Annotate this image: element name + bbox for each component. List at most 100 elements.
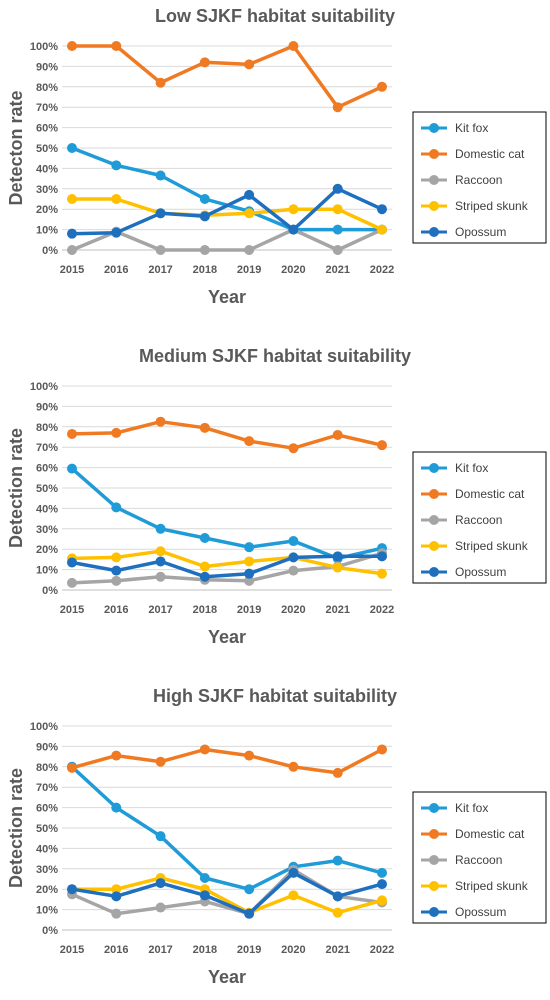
legend-label: Kit fox — [455, 461, 488, 475]
data-point — [67, 557, 77, 568]
data-point — [244, 575, 255, 586]
chart-svg-high: High SJKF habitat suitability 0% 10% 20% 30%… — [6, 686, 547, 987]
legend-swatch-marker — [429, 175, 439, 185]
data-point — [332, 204, 343, 215]
x-tick-label: 2015 — [60, 604, 84, 616]
data-point — [111, 908, 122, 919]
data-point — [332, 102, 343, 113]
data-point — [155, 556, 166, 567]
legend-item: Opossum — [421, 225, 506, 239]
y-tick-label: 70% — [36, 102, 58, 114]
data-point — [155, 416, 166, 427]
series-opossum — [67, 551, 387, 582]
legend-label: Raccoon — [455, 853, 502, 867]
data-point — [377, 224, 387, 235]
legend-item: Domestic cat — [421, 827, 525, 841]
data-point — [155, 245, 166, 255]
y-tick-label: 50% — [36, 483, 58, 495]
y-axis-label: Detection rate — [6, 428, 26, 548]
legend-swatch-marker — [429, 855, 439, 865]
data-point — [67, 41, 77, 51]
data-point — [199, 872, 210, 883]
x-tick-label: 2020 — [281, 264, 305, 276]
data-point — [377, 867, 387, 878]
data-point — [67, 463, 77, 474]
y-tick-label: 0% — [42, 585, 58, 597]
legend-item: Domestic cat — [421, 487, 525, 501]
data-point — [288, 536, 299, 547]
series-line — [70, 549, 384, 576]
data-point — [244, 436, 255, 447]
data-point — [288, 761, 299, 772]
legend-label: Opossum — [455, 225, 506, 239]
legend-label: Striped skunk — [455, 199, 529, 213]
data-point — [244, 908, 255, 919]
series-line — [70, 44, 384, 109]
series-line — [70, 876, 384, 915]
data-point — [377, 568, 387, 579]
data-point — [244, 568, 255, 579]
data-point — [244, 556, 255, 567]
legend-label: Domestic cat — [455, 487, 525, 501]
legend-item: Kit fox — [421, 121, 488, 135]
data-point — [377, 551, 387, 562]
chart-title: Medium SJKF habitat suitability — [139, 346, 411, 366]
legend-label: Kit fox — [455, 121, 488, 135]
data-point — [377, 744, 387, 755]
data-point — [244, 208, 255, 219]
data-point — [377, 879, 387, 890]
data-point — [332, 224, 343, 235]
data-point — [155, 902, 166, 913]
data-point — [155, 170, 166, 181]
data-point — [288, 204, 299, 215]
data-point — [288, 443, 299, 454]
legend-label: Opossum — [455, 905, 506, 919]
y-axis-label: Detection rate — [6, 768, 26, 888]
series-domestic-cat — [67, 744, 387, 778]
legend-swatch-marker — [429, 541, 439, 551]
chart-title: Low SJKF habitat suitability — [155, 6, 395, 26]
chart-medium-suitability: Medium SJKF habitat suitability 0% 10% 20% 3… — [0, 340, 550, 660]
y-tick-label: 30% — [36, 524, 58, 536]
x-tick-label: 2017 — [148, 944, 172, 956]
chart-title: High SJKF habitat suitability — [153, 686, 397, 706]
legend-swatch-marker — [429, 567, 439, 577]
data-point — [199, 744, 210, 755]
series-domestic-cat — [67, 41, 387, 113]
x-tick-label: 2020 — [281, 604, 305, 616]
series-opossum — [67, 183, 387, 239]
data-point — [377, 440, 387, 451]
y-tick-label: 80% — [36, 762, 58, 774]
data-point — [332, 429, 343, 440]
y-tick-label: 60% — [36, 123, 58, 135]
x-tick-label: 2018 — [193, 264, 217, 276]
data-point — [244, 750, 255, 761]
data-point — [288, 552, 299, 563]
data-point — [199, 561, 210, 572]
x-tick-label: 2017 — [148, 604, 172, 616]
y-tick-label: 30% — [36, 864, 58, 876]
chart-svg-medium: Medium SJKF habitat suitability 0% 10% 20% 3… — [6, 346, 547, 647]
data-point — [377, 81, 387, 92]
y-tick-label: 80% — [36, 422, 58, 434]
data-point — [155, 523, 166, 534]
legend-item: Raccoon — [421, 853, 502, 867]
legend: Kit fox Domestic cat Raccoon Striped skunk O… — [412, 451, 547, 584]
data-point — [332, 891, 343, 902]
x-tick-label: 2016 — [104, 264, 128, 276]
y-tick-label: 90% — [36, 401, 58, 413]
data-point — [199, 532, 210, 543]
series-domestic-cat — [67, 416, 387, 454]
y-tick-label: 60% — [36, 803, 58, 815]
data-point — [199, 422, 210, 433]
legend-swatch-marker — [429, 489, 439, 499]
y-tick-label: 90% — [36, 741, 58, 753]
data-point — [199, 194, 210, 204]
x-tick-label: 2022 — [370, 944, 394, 956]
x-tick-label: 2022 — [370, 264, 394, 276]
data-point — [67, 577, 77, 588]
data-point — [111, 41, 122, 51]
legend-item: Striped skunk — [421, 539, 529, 553]
data-point — [111, 552, 122, 563]
legend-label: Domestic cat — [455, 827, 525, 841]
